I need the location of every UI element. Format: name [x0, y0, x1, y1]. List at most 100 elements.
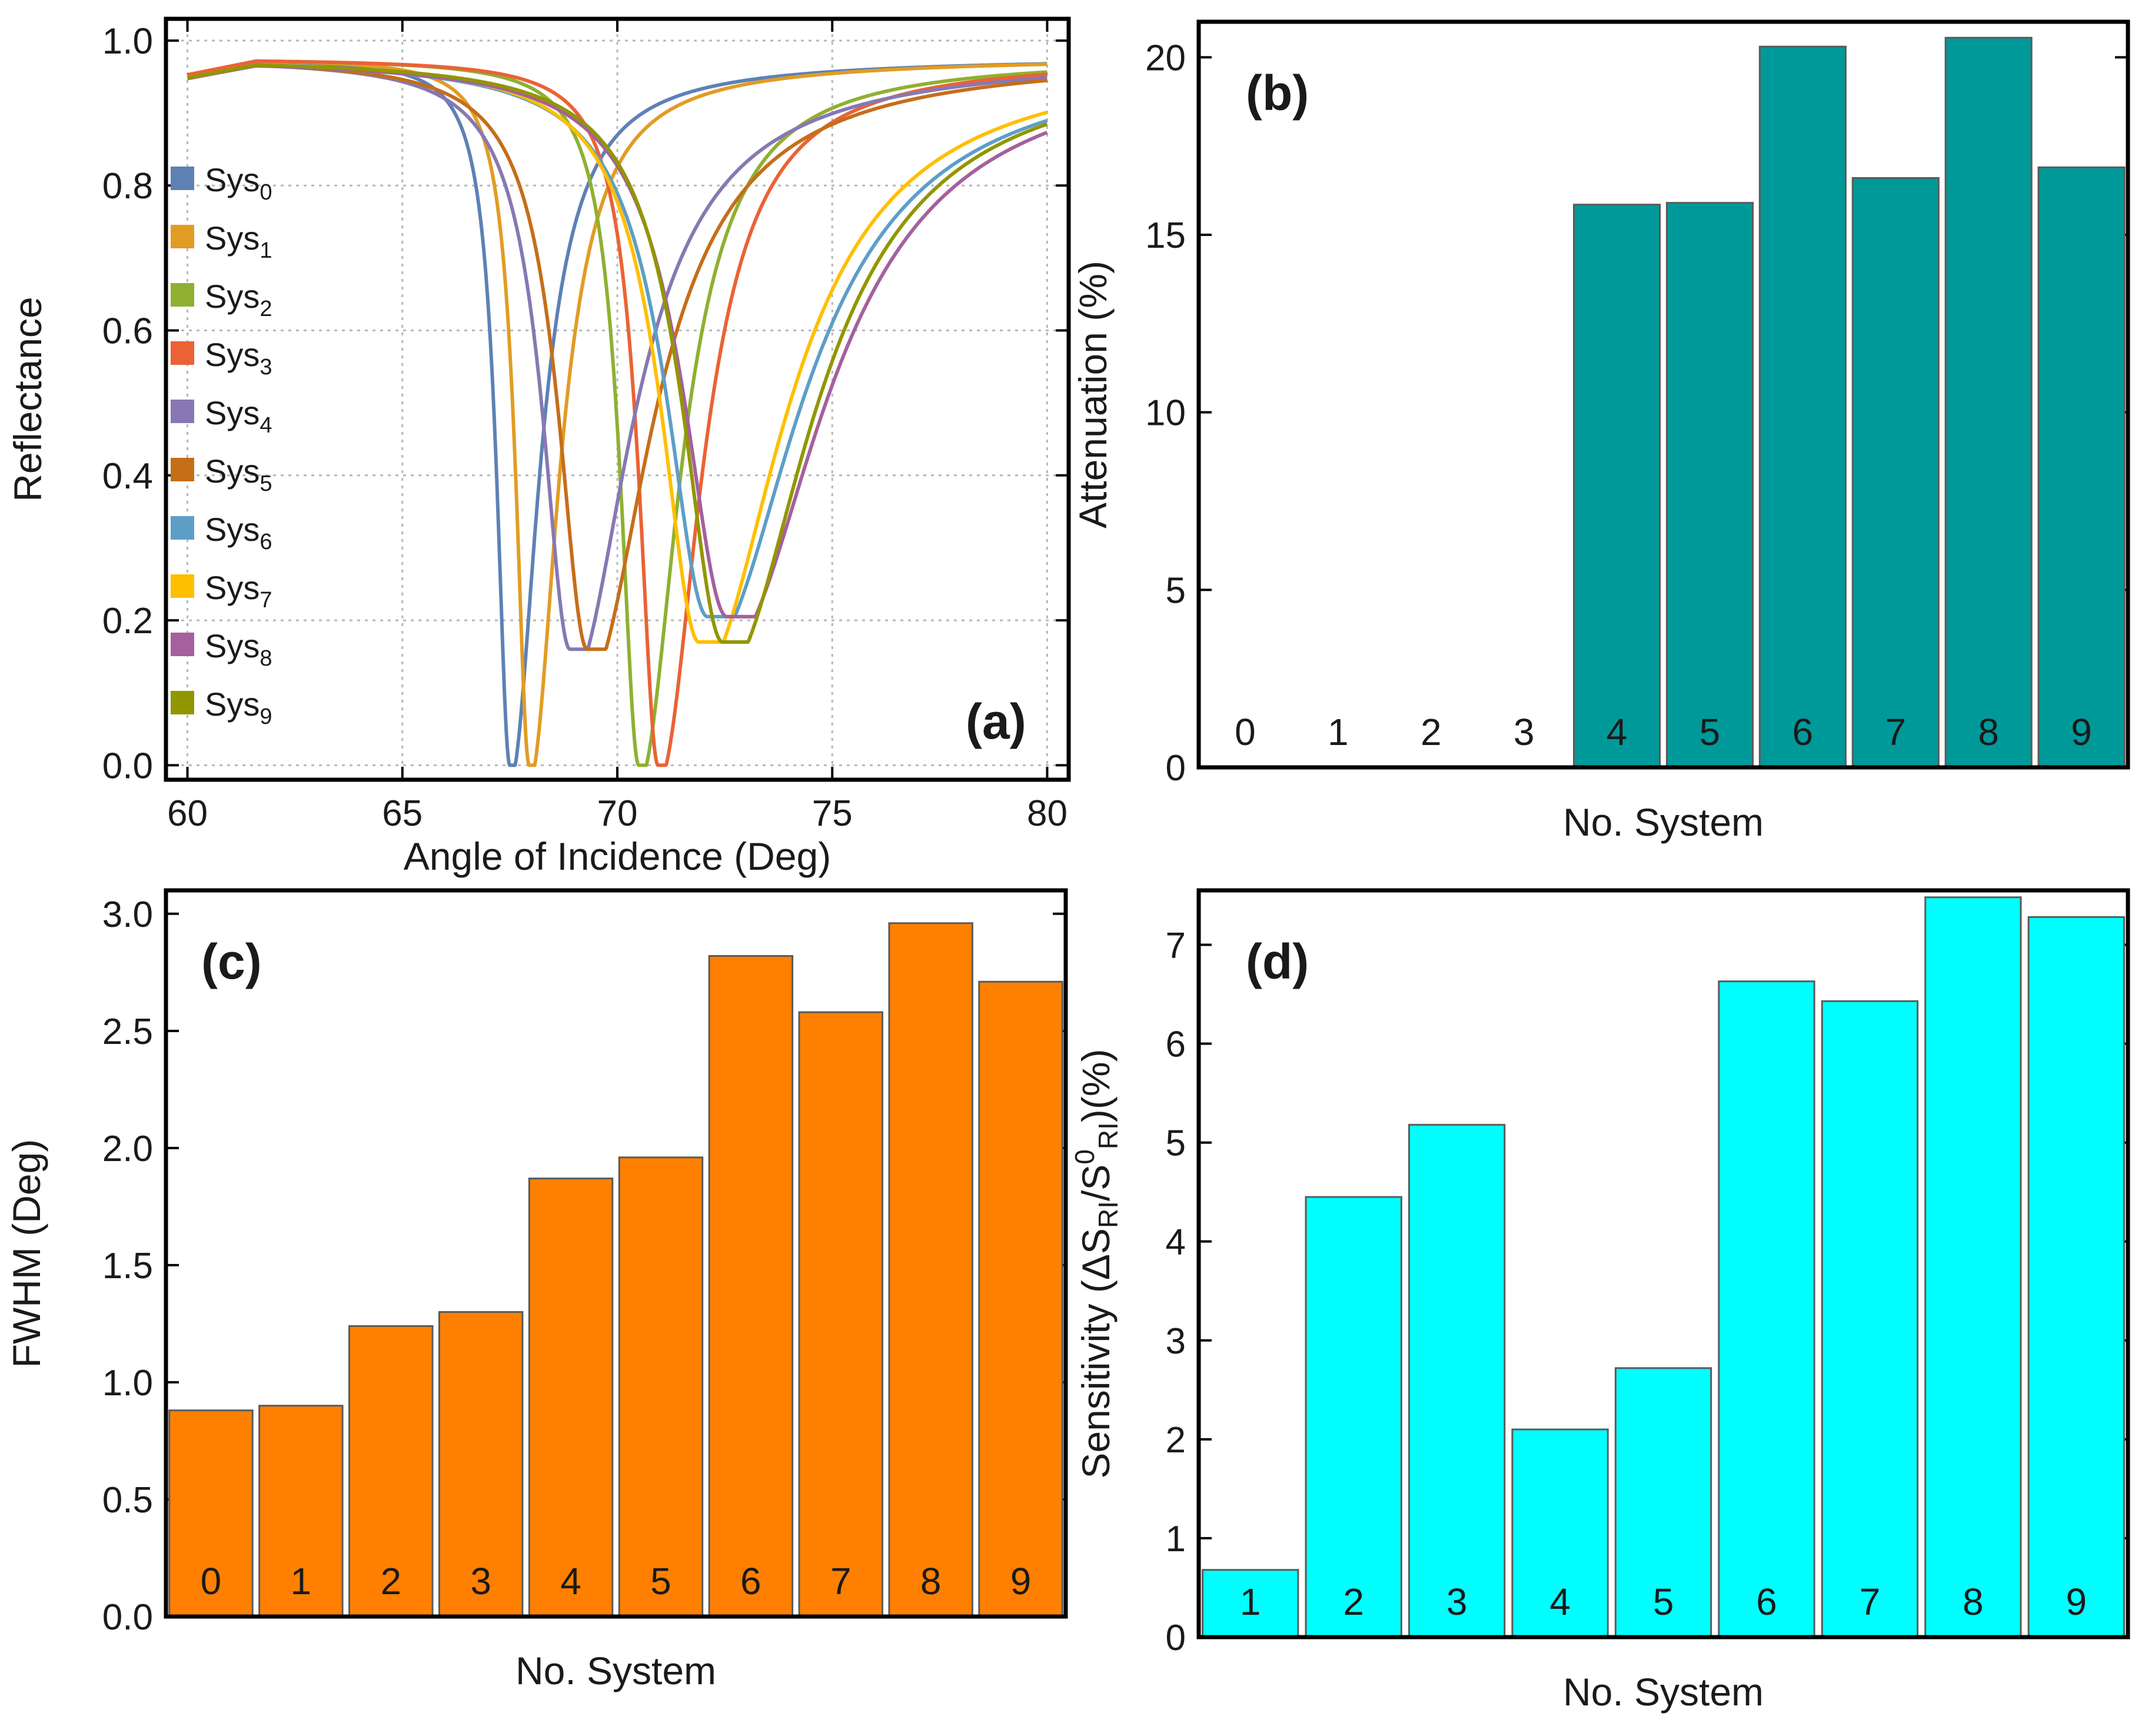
- y-tick-label: 0.5: [102, 1480, 153, 1521]
- bar-label-3: 3: [1514, 711, 1535, 753]
- y-tick-label: 4: [1166, 1222, 1186, 1263]
- y-tick-label: 3.0: [102, 894, 153, 935]
- bar-label-2: 2: [1343, 1581, 1364, 1623]
- bar-6: [1718, 980, 1815, 1638]
- legend-subscript: 9: [260, 704, 272, 729]
- bar-8: [888, 922, 973, 1618]
- bar-9: [2037, 166, 2126, 769]
- bar-1: [1202, 1569, 1299, 1638]
- bar-7: [1851, 177, 1940, 769]
- legend-name: Sys: [205, 686, 260, 723]
- legend-subscript: 6: [260, 530, 272, 554]
- y-tick-label: 15: [1145, 215, 1186, 256]
- y-axis-title: FWHM (Deg): [5, 1139, 48, 1368]
- legend-label-sys5: Sys5: [205, 453, 272, 496]
- legend-label-sys8: Sys8: [205, 627, 272, 671]
- bar-label-5: 5: [1653, 1581, 1674, 1623]
- bar-label-3: 3: [1446, 1581, 1468, 1623]
- legend-name: Sys: [205, 278, 260, 315]
- bar-4: [1511, 1428, 1609, 1638]
- legend-subscript: 5: [260, 471, 272, 496]
- y-tick-label: 2.5: [102, 1012, 153, 1052]
- y-tick-label: 5: [1166, 1123, 1186, 1164]
- bar-label-0: 0: [201, 1560, 222, 1602]
- bar-label-4: 4: [1549, 1581, 1571, 1623]
- legend-label-sys7: Sys7: [205, 569, 272, 613]
- panel-label: (d): [1246, 934, 1309, 989]
- bar-label-4: 4: [1607, 711, 1628, 753]
- bar-label-7: 7: [830, 1560, 852, 1602]
- y-tick-label: 7: [1166, 925, 1186, 966]
- y-tick-label: 0.4: [102, 456, 153, 497]
- bar-label-8: 8: [1963, 1581, 1984, 1623]
- legend-name: Sys: [205, 511, 260, 548]
- y-tick-label: 1.0: [102, 21, 153, 62]
- y-tick-label: 0: [1166, 1618, 1186, 1658]
- y-tick-label: 2.0: [102, 1129, 153, 1169]
- y-tick-label: 5: [1166, 570, 1186, 611]
- y-tick-label: 3: [1166, 1321, 1186, 1362]
- y-tick-label: 1: [1166, 1519, 1186, 1559]
- y-axis-title-part: RI: [1093, 1122, 1123, 1149]
- bar-7: [798, 1011, 883, 1618]
- bar-label-2: 2: [380, 1560, 401, 1602]
- bar-label-2: 2: [1421, 711, 1442, 753]
- legend-name: Sys: [205, 336, 260, 373]
- bar-0: [168, 1409, 254, 1618]
- legend-label-sys3: Sys3: [205, 336, 272, 380]
- bar-3: [438, 1311, 524, 1618]
- legend-name: Sys: [205, 569, 260, 606]
- x-axis-title: No. System: [1563, 1670, 1764, 1714]
- panel-label: (b): [1246, 65, 1309, 121]
- panel-label: (c): [201, 934, 262, 989]
- y-tick-label: 0.2: [102, 601, 153, 641]
- plot-frame: [1196, 19, 2130, 770]
- plot-frame: [164, 888, 1068, 1619]
- y-axis-title-part: Sensitivity (ΔS: [1074, 1228, 1118, 1479]
- panel-a: 0.0 0.2 0.4 0.6 0.8 1.0 Reflectance Angle of In…: [6, 16, 1071, 878]
- legend-subscript: 4: [260, 413, 272, 438]
- panel-b: 0 5 10 15 20 Attenuation (%) No. System 0 1 2 3 4 5 6…: [1071, 19, 2130, 844]
- x-axis-title: No. System: [1563, 800, 1764, 844]
- bar-4: [528, 1178, 614, 1618]
- bar-5: [1665, 202, 1754, 769]
- y-tick-label: 1.0: [102, 1363, 153, 1404]
- bar-4: [1573, 204, 1661, 769]
- legend-swatch-sys4: [171, 400, 194, 423]
- y-tick-label: 20: [1145, 38, 1186, 78]
- legend-subscript: 3: [260, 355, 272, 380]
- legend-label-sys9: Sys9: [205, 686, 272, 729]
- legend-swatch-sys6: [171, 516, 194, 540]
- y-tick-label: 0.0: [102, 1597, 153, 1638]
- legend-subscript: 7: [260, 588, 272, 613]
- x-axis-title: Angle of Incidence (Deg): [404, 834, 831, 878]
- bar-label-6: 6: [1792, 711, 1814, 753]
- bar-7: [1821, 1000, 1919, 1638]
- y-tick-label: 1.5: [102, 1246, 153, 1286]
- legend-swatch-sys7: [171, 574, 194, 598]
- legend-name: Sys: [205, 627, 260, 664]
- x-axis-title: No. System: [516, 1649, 716, 1692]
- bar-label-9: 9: [2066, 1581, 2087, 1623]
- bar-9: [978, 980, 1063, 1618]
- bar-label-7: 7: [1860, 1581, 1881, 1623]
- bar-label-7: 7: [1885, 711, 1906, 753]
- x-tick-label: 60: [167, 793, 208, 834]
- y-axis-title-part: RI: [1093, 1201, 1123, 1228]
- legend-name: Sys: [205, 161, 260, 198]
- legend-swatch-sys2: [171, 283, 194, 307]
- legend-label-sys4: Sys4: [205, 394, 272, 438]
- y-axis-title-part: /S: [1074, 1165, 1118, 1201]
- plot-frame: [1196, 888, 2130, 1639]
- legend-swatch-sys9: [171, 691, 194, 714]
- bar-6: [1758, 45, 1847, 769]
- bar-2: [348, 1325, 434, 1618]
- bar-label-9: 9: [2071, 711, 2092, 753]
- bar-label-5: 5: [1700, 711, 1721, 753]
- legend-subscript: 2: [260, 297, 272, 321]
- x-tick-label: 75: [812, 793, 853, 834]
- plot-frame: [164, 16, 1071, 782]
- legend-label-sys2: Sys2: [205, 278, 272, 321]
